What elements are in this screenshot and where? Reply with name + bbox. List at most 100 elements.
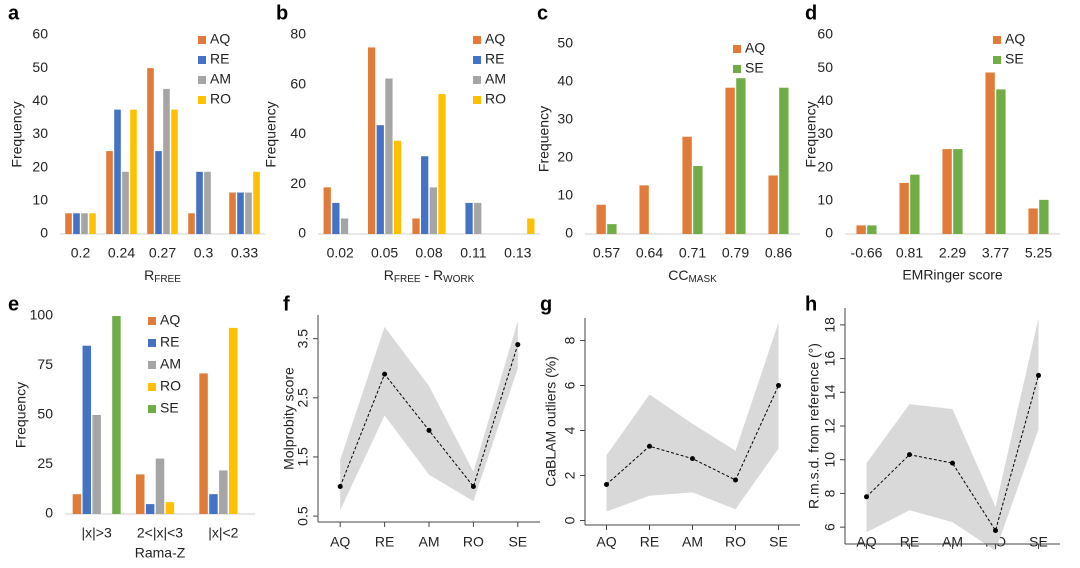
- x-axis-label-part: R: [384, 267, 394, 283]
- y-tick-label: 40: [817, 92, 833, 108]
- x-tick-label: AM: [942, 534, 963, 550]
- y-tick-label: 1.5: [295, 447, 311, 467]
- x-tick-label: |x|>3: [82, 525, 112, 541]
- bar: [165, 502, 175, 514]
- data-point: [733, 477, 738, 483]
- data-point: [647, 443, 652, 449]
- x-tick-label: 0.71: [679, 245, 706, 261]
- legend-swatch: [198, 76, 206, 84]
- y-axis-label: Frequency: [263, 101, 279, 167]
- legend-label: AQ: [745, 40, 765, 56]
- x-tick-label: RO: [463, 534, 484, 550]
- y-tick-label: 75: [37, 356, 53, 372]
- y-tick-label: 0: [825, 225, 833, 241]
- bar: [106, 151, 113, 234]
- x-tick-label: |x|<2: [208, 525, 238, 541]
- y-tick-label: 80: [290, 26, 306, 42]
- x-axis-label-part: FREE: [154, 274, 181, 285]
- bar: [89, 213, 96, 234]
- y-tick-label: 60: [290, 75, 306, 91]
- bar: [253, 171, 260, 234]
- x-axis-label-part: CC: [668, 267, 688, 283]
- x-tick-label: AM: [419, 534, 440, 550]
- legend-label: AQ: [210, 31, 230, 47]
- panel-letter: b: [276, 2, 288, 24]
- y-tick-label: 60: [817, 26, 833, 42]
- bar: [607, 224, 617, 234]
- bar: [155, 151, 162, 234]
- legend-swatch: [148, 361, 156, 369]
- x-tick-label: 0.79: [722, 245, 749, 261]
- bar: [768, 175, 778, 234]
- x-tick-label: 0.81: [896, 245, 923, 261]
- y-tick-label: 4: [562, 426, 578, 434]
- x-tick-label: 3.77: [982, 245, 1009, 261]
- x-tick-label: 0.02: [327, 245, 354, 261]
- bar: [736, 78, 746, 234]
- y-tick-label: 30: [32, 125, 48, 141]
- x-tick-label: AQ: [856, 534, 876, 550]
- data-point: [1036, 372, 1041, 378]
- legend-label: RE: [485, 51, 504, 67]
- bar: [725, 87, 735, 234]
- x-tick-label: 0.27: [149, 245, 176, 261]
- x-tick-label: SE: [769, 534, 788, 550]
- x-tick-label: 2.29: [939, 245, 966, 261]
- legend-swatch: [733, 45, 741, 53]
- y-tick-label: 0.5: [295, 506, 311, 526]
- legend-swatch: [198, 96, 206, 104]
- legend-swatch: [473, 96, 481, 104]
- x-tick-label: 2<|x|<3: [137, 525, 183, 541]
- bar: [693, 165, 703, 234]
- x-axis-label: RFREE - RWORK: [384, 267, 475, 285]
- x-tick-label: AM: [682, 534, 703, 550]
- bar: [92, 415, 101, 514]
- bar: [639, 185, 649, 234]
- bar: [245, 192, 252, 234]
- y-tick-label: 0: [45, 505, 53, 521]
- x-axis-label: CCMASK: [668, 267, 717, 285]
- bar: [596, 204, 606, 234]
- panel-letter: d: [805, 2, 817, 24]
- x-tick-label: -0.66: [851, 245, 883, 261]
- bar: [145, 504, 155, 514]
- legend-swatch: [993, 36, 1001, 44]
- x-axis-label: RFREE: [144, 267, 181, 285]
- bar: [229, 192, 236, 234]
- y-tick-label: 60: [32, 26, 48, 42]
- y-tick-label: 0: [565, 225, 573, 241]
- x-axis-label: EMRinger score: [902, 267, 1003, 283]
- y-tick-label: 30: [817, 125, 833, 141]
- y-tick-label: 10: [32, 192, 48, 208]
- bar: [340, 218, 349, 234]
- bar: [1039, 199, 1049, 234]
- data-point: [907, 452, 912, 458]
- y-tick-label: 10: [557, 187, 573, 203]
- legend-swatch: [148, 383, 156, 391]
- y-tick-label: 16: [822, 351, 838, 367]
- y-axis-label: Frequency: [803, 101, 819, 167]
- panel-letter: c: [537, 2, 548, 24]
- y-tick-label: 50: [557, 35, 573, 51]
- panel-letter: f: [283, 293, 290, 315]
- legend-swatch: [993, 56, 1001, 64]
- legend-label: SE: [160, 400, 179, 416]
- bar: [1028, 208, 1038, 234]
- bar: [199, 373, 208, 514]
- x-tick-label: 0.57: [593, 245, 620, 261]
- legend-label: SE: [745, 60, 764, 76]
- x-axis-label-part: - R: [421, 267, 444, 283]
- bar: [985, 72, 995, 234]
- y-tick-label: 6: [822, 523, 838, 531]
- bar: [996, 89, 1006, 234]
- data-point: [993, 528, 998, 534]
- legend-swatch: [148, 405, 156, 413]
- y-tick-label: 0: [298, 225, 306, 241]
- legend-label: AM: [485, 71, 506, 87]
- y-tick-label: 10: [817, 192, 833, 208]
- x-tick-label: 5.25: [1025, 245, 1052, 261]
- legend-label: AQ: [1005, 31, 1025, 47]
- bar: [112, 316, 121, 514]
- x-tick-label: 0.24: [108, 245, 135, 261]
